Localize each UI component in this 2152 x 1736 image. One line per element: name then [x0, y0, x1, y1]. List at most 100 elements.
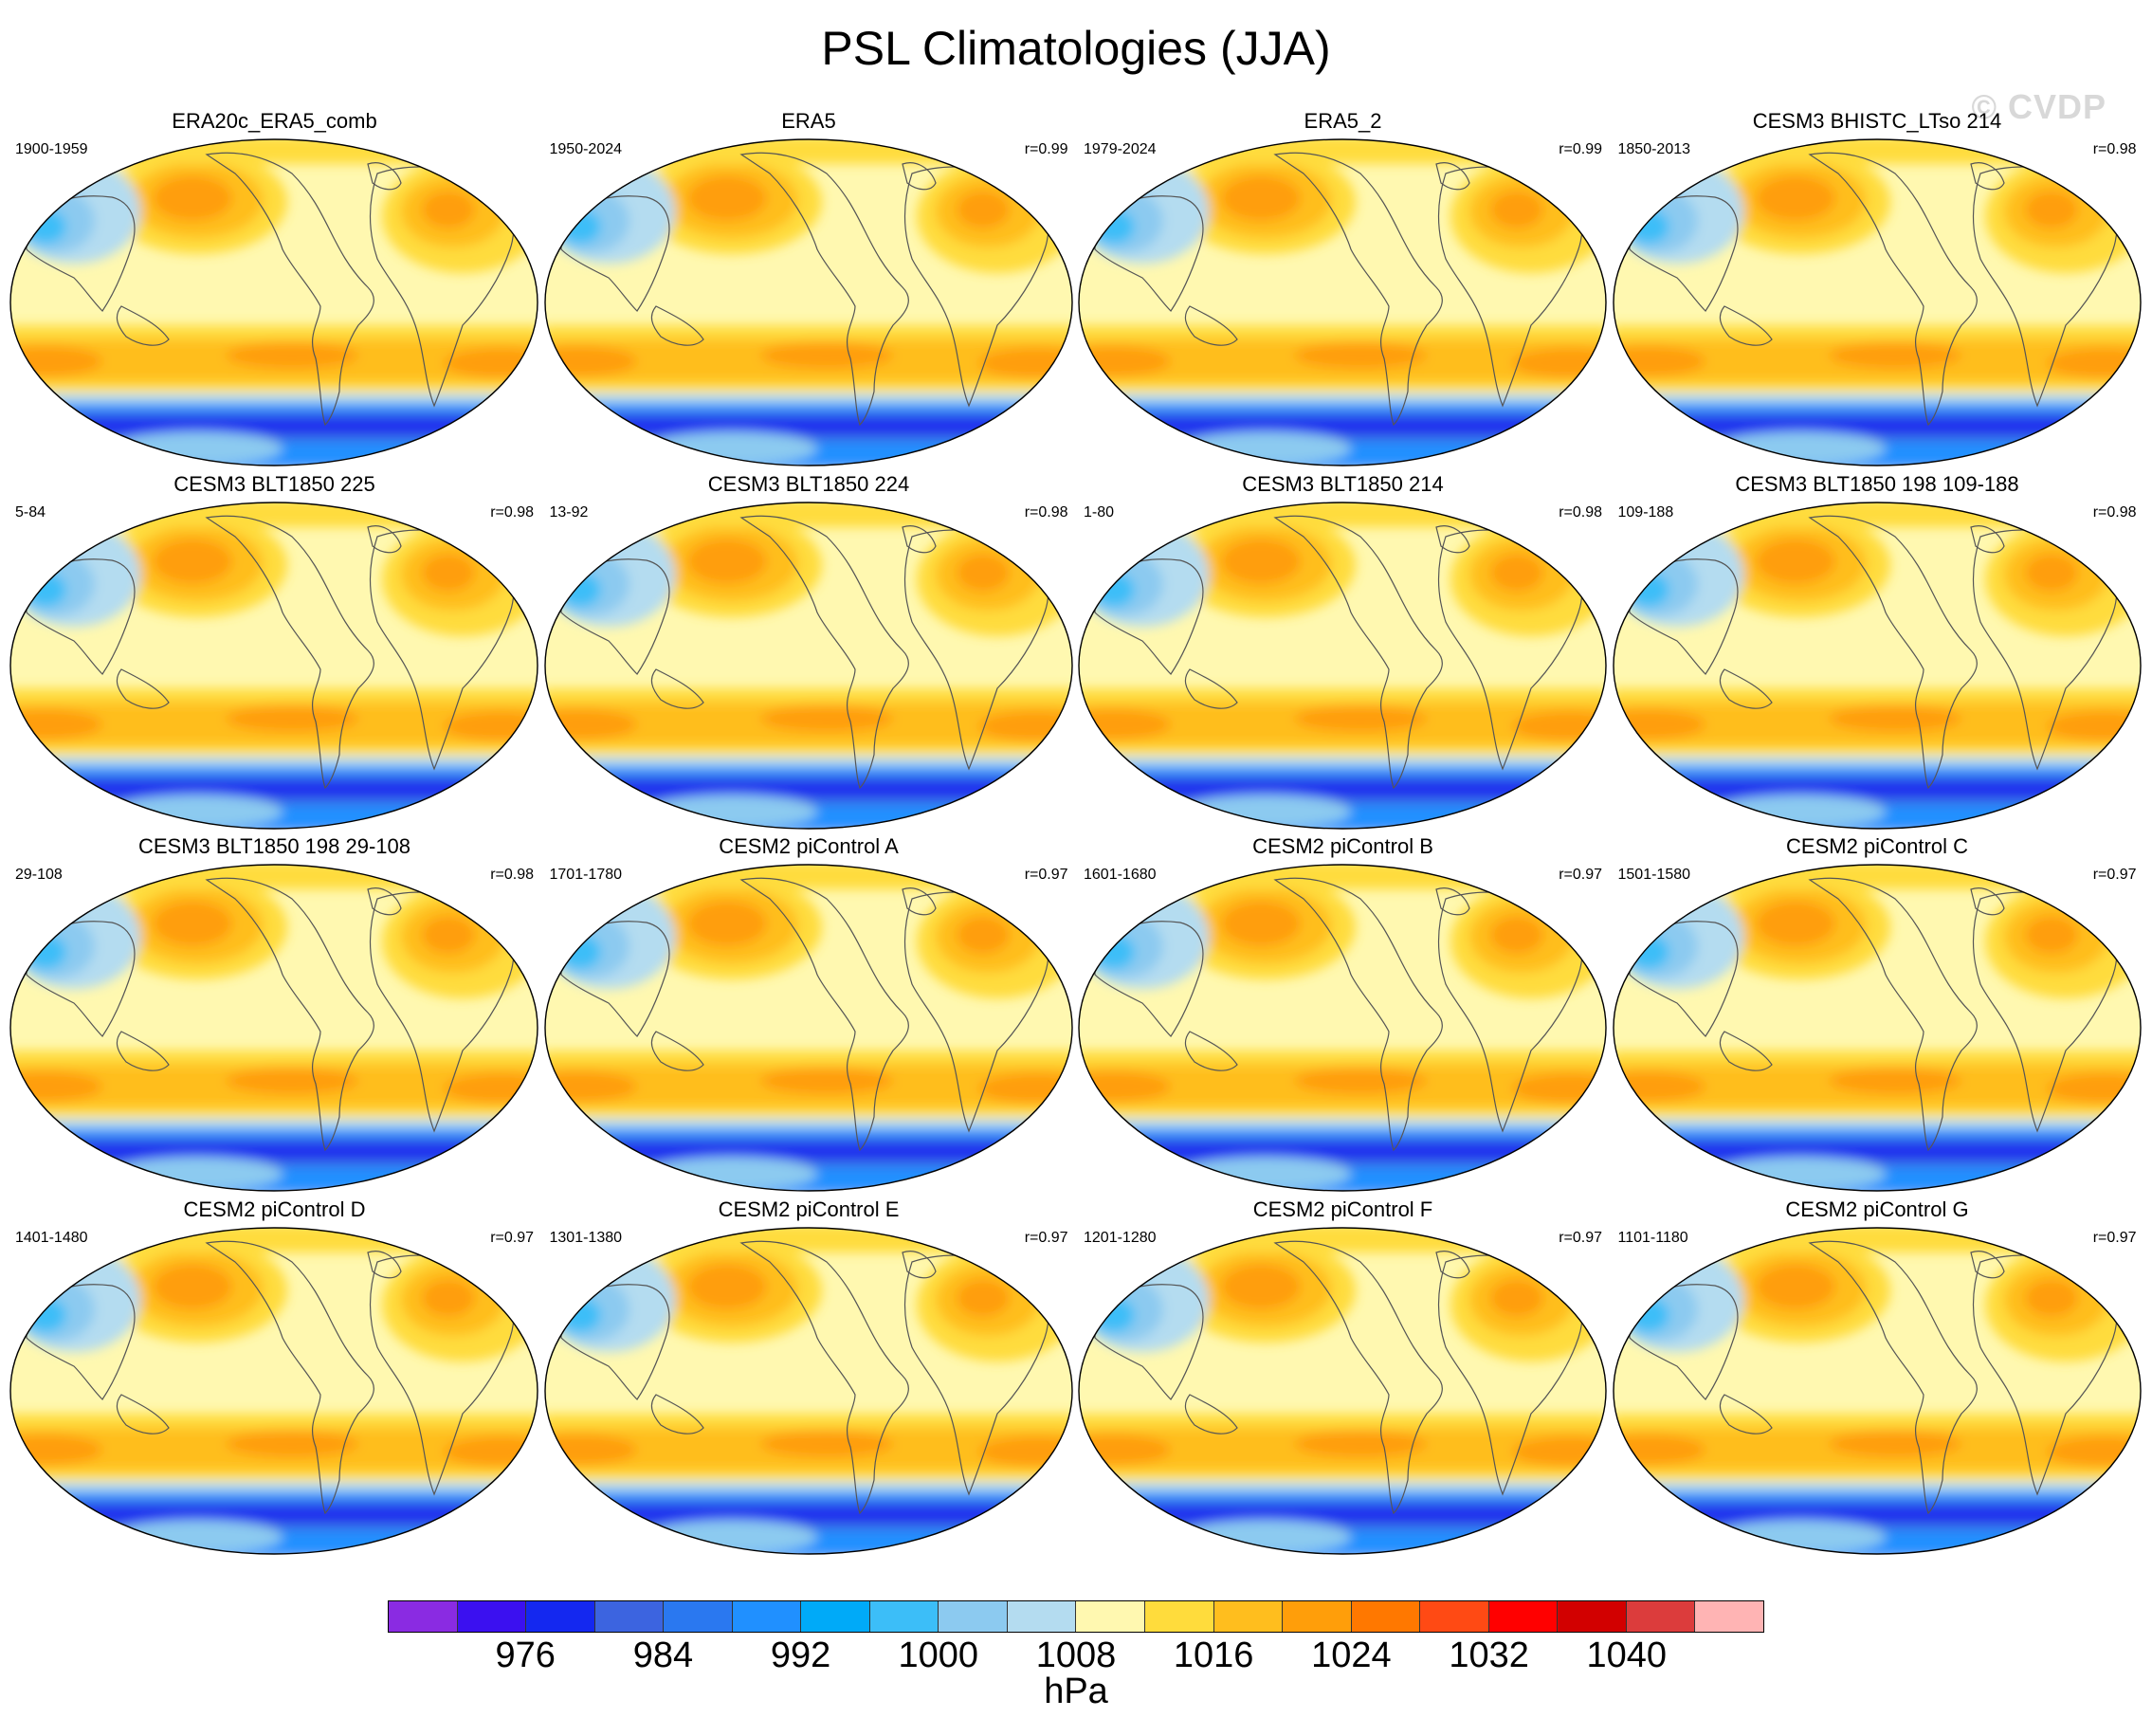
map [1078, 501, 1607, 830]
colorbar-swatch [1695, 1601, 1763, 1632]
colorbar-swatch [801, 1601, 870, 1632]
map-panel: CESM2 piControl F 1201-1280 r=0.97 [1076, 1197, 1610, 1561]
panel-grid: ERA20c_ERA5_comb 1900-1959 [8, 109, 2144, 1560]
colorbar-label: 992 [770, 1635, 831, 1675]
panel-title: CESM3 BLT1850 198 109-188 [1735, 471, 2019, 496]
colorbar-swatch [869, 1601, 939, 1632]
panel-title: CESM2 piControl F [1252, 1197, 1433, 1221]
panel-years: 1601-1680 [1084, 867, 1157, 883]
map [1612, 864, 2142, 1192]
colorbar-label: 1008 [1035, 1635, 1117, 1675]
map-panel: CESM2 piControl B 1601-1680 r=0.97 [1076, 834, 1610, 1197]
colorbar-swatch [939, 1601, 1008, 1632]
panel-years: 1701-1780 [549, 867, 623, 883]
colorbar-swatch [1488, 1601, 1559, 1632]
panel-title: CESM2 piControl D [183, 1197, 366, 1221]
panel-years: 1401-1480 [15, 1229, 88, 1246]
colorbar-swatch [732, 1601, 802, 1632]
panel-years: 1201-1280 [1084, 1229, 1157, 1246]
map [9, 1226, 538, 1555]
panel-years: 1-80 [1084, 503, 1115, 521]
panel-title: ERA5_2 [1304, 109, 1382, 133]
panel-title: CESM2 piControl C [1786, 834, 1968, 858]
panel-correlation: r=0.98 [490, 503, 534, 521]
figure-title: PSL Climatologies (JJA) [821, 22, 1331, 75]
panel-years: 1979-2024 [1084, 141, 1157, 157]
panel-years: 1900-1959 [15, 141, 88, 157]
map-panel: CESM2 piControl D 1401-1480 r=0.97 [8, 1197, 541, 1561]
colorbar-swatches [388, 1600, 1764, 1633]
panel-years: 13-92 [549, 503, 589, 521]
map-panel: CESM3 BLT1850 224 13-92 r=0.98 [542, 472, 1076, 835]
panel-correlation: r=0.97 [2092, 1229, 2137, 1246]
map [1078, 1226, 1607, 1555]
panel-correlation: r=0.98 [2092, 503, 2137, 521]
map [543, 501, 1073, 830]
map-panel: CESM2 piControl C 1501-1580 r=0.97 [1611, 834, 2144, 1197]
colorbar-swatch [1283, 1601, 1352, 1632]
map-panel: CESM3 BLT1850 198 109-188 109-188 r=0.98 [1611, 472, 2144, 835]
map [9, 138, 538, 466]
map-panel: ERA5 1950-2024 r=0.99 [542, 109, 1076, 472]
panel-correlation: r=0.99 [1024, 141, 1068, 157]
panel-title: ERA5 [781, 109, 836, 133]
panel-correlation: r=0.97 [2092, 867, 2137, 883]
colorbar-label: 1000 [898, 1635, 979, 1675]
panel-title: CESM3 BLT1850 224 [707, 471, 910, 496]
map [543, 1226, 1073, 1555]
panel-years: 1301-1380 [549, 1229, 623, 1246]
map [1612, 1226, 2142, 1555]
colorbar-swatch [1076, 1601, 1146, 1632]
colorbar-label: 1016 [1173, 1635, 1254, 1675]
colorbar-label: 1032 [1449, 1635, 1529, 1675]
panel-title: CESM2 piControl E [718, 1197, 900, 1221]
colorbar-swatch [1007, 1601, 1077, 1632]
panel-title: CESM3 BLT1850 214 [1242, 471, 1444, 496]
map-panel: CESM3 BHISTC_LTso 214 1850-2013 r=0.98 [1611, 109, 2144, 472]
colorbar-swatch [1420, 1601, 1489, 1632]
map-panel: ERA20c_ERA5_comb 1900-1959 [8, 109, 541, 472]
colorbar-swatch [457, 1601, 527, 1632]
map [543, 138, 1073, 466]
panel-years: 1850-2013 [1617, 141, 1691, 157]
colorbar-swatch [1626, 1601, 1696, 1632]
panel-correlation: r=0.97 [1024, 867, 1068, 883]
map-panel: CESM2 piControl E 1301-1380 r=0.97 [542, 1197, 1076, 1561]
panel-years: 1950-2024 [549, 141, 623, 157]
panel-title: ERA20c_ERA5_comb [172, 109, 377, 133]
map [1612, 501, 2142, 830]
colorbar-swatch [1213, 1601, 1284, 1632]
panel-correlation: r=0.97 [1559, 1229, 1602, 1246]
colorbar-label: 984 [632, 1635, 694, 1675]
panel-title: CESM3 BLT1850 225 [173, 471, 375, 496]
watermark: © CVDP [1971, 87, 2106, 126]
map [543, 864, 1073, 1192]
panel-correlation: r=0.98 [1024, 503, 1068, 521]
panel-years: 1501-1580 [1617, 867, 1691, 883]
colorbar-label: 976 [495, 1635, 556, 1675]
map-panel: CESM3 BLT1850 214 1-80 r=0.98 [1076, 472, 1610, 835]
panel-correlation: r=0.97 [1024, 1229, 1068, 1246]
panel-years: 109-188 [1617, 503, 1674, 521]
panel-years: 1101-1180 [1617, 1229, 1688, 1246]
panel-years: 5-84 [15, 503, 46, 521]
colorbar-swatch [594, 1601, 665, 1632]
panel-title: CESM2 piControl B [1252, 834, 1433, 858]
colorbar-swatch [1145, 1601, 1214, 1632]
panel-correlation: r=0.97 [1559, 867, 1602, 883]
colorbar-swatch [389, 1601, 458, 1632]
colorbar-swatch [1558, 1601, 1627, 1632]
map-panel: ERA5_2 1979-2024 r=0.99 [1076, 109, 1610, 472]
colorbar [388, 1600, 1764, 1633]
map [9, 501, 538, 830]
panel-correlation: r=0.98 [2092, 141, 2137, 157]
map-panel: CESM3 BLT1850 198 29-108 29-108 r=0.98 [8, 834, 541, 1197]
colorbar-swatch [526, 1601, 595, 1632]
panel-title: CESM3 BLT1850 198 29-108 [138, 834, 410, 858]
panel-title: CESM2 piControl G [1785, 1197, 1969, 1221]
panel-correlation: r=0.98 [1559, 503, 1602, 521]
panel-correlation: r=0.97 [490, 1229, 534, 1246]
map [1078, 138, 1607, 466]
colorbar-units: hPa [1044, 1672, 1108, 1711]
colorbar-swatch [664, 1601, 733, 1632]
